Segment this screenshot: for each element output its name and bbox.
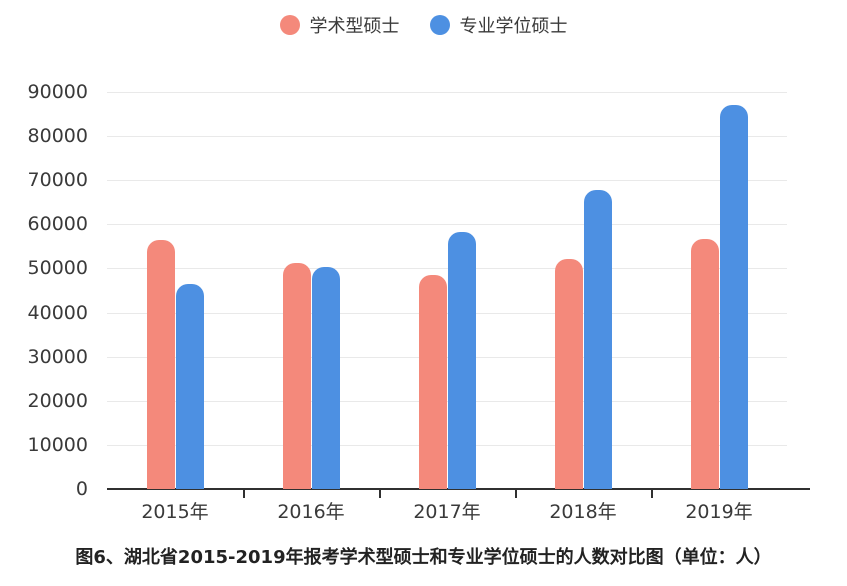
gridline (107, 444, 787, 446)
bar-group-2015年 (107, 92, 243, 489)
gridline (107, 180, 787, 182)
gridline (107, 136, 787, 138)
x-axis-tick (379, 490, 381, 498)
academic-legend-dot-icon (279, 15, 300, 35)
academic-bar (418, 274, 447, 489)
legend-label: 专业学位硕士 (459, 16, 568, 37)
x-tick-label: 2016年 (277, 501, 345, 523)
x-axis-tick (515, 490, 517, 498)
professional-bar (175, 284, 204, 489)
legend-item-professional: 专业学位硕士 (429, 12, 568, 38)
y-tick-label: 80000 (27, 125, 88, 148)
academic-bar (282, 263, 311, 489)
y-tick-label: 90000 (27, 81, 88, 103)
gridline (107, 224, 787, 226)
x-tick-label: 2018年 (549, 501, 617, 523)
academic-bar (146, 240, 175, 489)
y-tick-label: 70000 (27, 169, 88, 192)
x-tick-label: 2017年 (413, 501, 481, 523)
gridline (107, 356, 787, 358)
academic-bar (554, 258, 583, 489)
gridline (107, 400, 787, 402)
professional-bar (719, 104, 748, 489)
y-tick-label: 10000 (27, 433, 88, 456)
y-tick-label: 40000 (27, 301, 88, 324)
professional-legend-dot-icon (429, 15, 450, 35)
x-tick-label: 2019年 (685, 501, 753, 523)
gridline (107, 268, 787, 270)
professional-bar (311, 266, 340, 489)
bar-group-2019年 (651, 92, 787, 489)
gridline (107, 92, 787, 93)
y-tick-label: 30000 (27, 345, 88, 368)
legend-label: 学术型硕士 (309, 16, 400, 37)
x-axis-tick (243, 490, 245, 498)
y-tick-label: 20000 (27, 389, 88, 412)
x-tick-label: 2015年 (141, 501, 209, 523)
bar-group-2016年 (243, 92, 379, 489)
y-tick-label: 50000 (27, 257, 88, 280)
plot-area (107, 92, 810, 498)
professional-bar (447, 232, 476, 489)
academic-bar (690, 239, 719, 489)
bar-group-2017年 (379, 92, 515, 489)
legend-item-academic: 学术型硕士 (279, 12, 400, 38)
professional-bar (583, 189, 612, 489)
x-axis-line (107, 488, 810, 490)
x-axis-tick (651, 490, 653, 498)
gridline (107, 312, 787, 314)
y-tick-label: 60000 (27, 213, 88, 236)
bar-group-2018年 (515, 92, 651, 489)
chart-caption: 图6、湖北省2015-2019年报考学术型硕士和专业学位硕士的人数对比图（单位：… (75, 547, 772, 568)
legend: 学术型硕士 专业学位硕士 (0, 12, 847, 38)
y-tick-label: 0 (75, 478, 88, 500)
